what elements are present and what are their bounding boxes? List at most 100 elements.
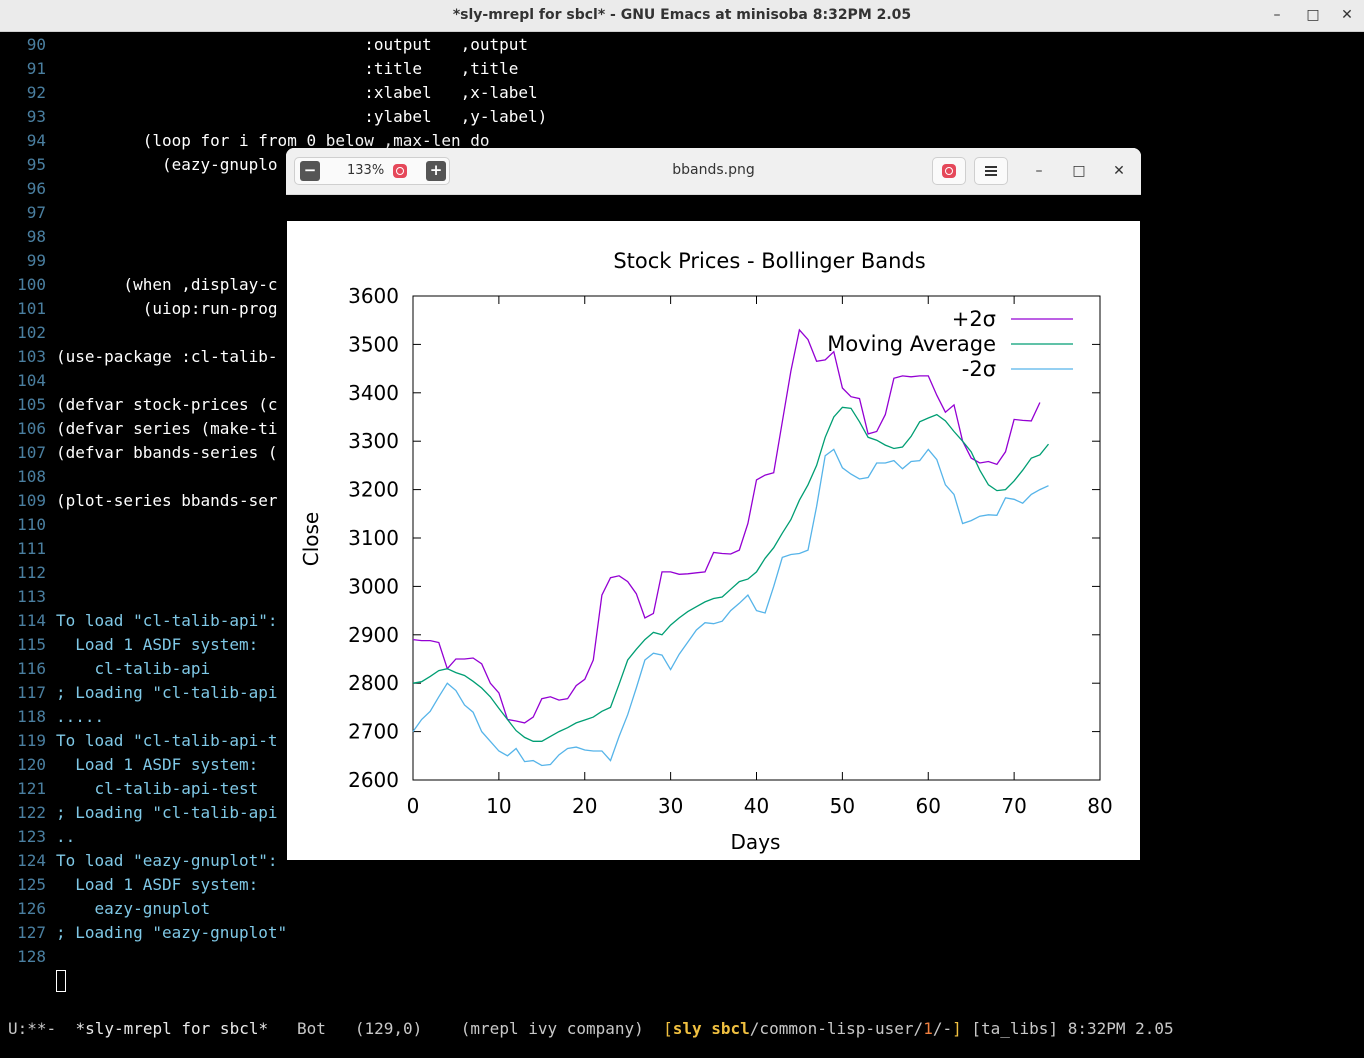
- line-text: cl-talib-api: [56, 659, 211, 678]
- editor-line[interactable]: 110: [0, 513, 1364, 537]
- app-icon: [942, 164, 956, 178]
- plot-frame: [412, 295, 1101, 781]
- line-number: 106: [17, 419, 46, 438]
- line-number: 96: [26, 179, 46, 198]
- viewer-close-button[interactable]: ✕: [1113, 163, 1125, 179]
- editor-line[interactable]: 97: [0, 201, 1364, 225]
- mode-line-time: 8:32PM 2.05: [1067, 1019, 1174, 1038]
- legend-label: -2σ: [962, 357, 996, 381]
- plot-image: 2600 2700 2800 2900 3000 3100 3200 3300 3400 3500…: [287, 221, 1140, 860]
- editor-line[interactable]: 90 :output ,output: [0, 33, 1364, 57]
- line-number: 104: [17, 371, 46, 390]
- editor-line[interactable]: 118.....: [0, 705, 1364, 729]
- y-tick-label: 3500: [348, 332, 399, 356]
- legend-label: +2σ: [952, 307, 996, 331]
- line-number: 114: [17, 611, 46, 630]
- y-tick-label: 2700: [348, 720, 399, 744]
- editor-line[interactable]: 107 (defvar bbands-series (: [0, 441, 1364, 465]
- y-tick-label: 3400: [348, 381, 399, 405]
- line-number: 92: [26, 83, 46, 102]
- editor-line[interactable]: 96: [0, 177, 1364, 201]
- line-number: 107: [17, 443, 46, 462]
- line-text: cl-talib-api-test: [56, 779, 259, 798]
- screenshot-button[interactable]: [932, 157, 966, 185]
- x-tick-label: 0: [407, 794, 420, 818]
- editor-line[interactable]: 91 :title ,title: [0, 57, 1364, 81]
- editor-line[interactable]: 125 Load 1 ASDF system:: [0, 873, 1364, 897]
- editor-line[interactable]: 113: [0, 585, 1364, 609]
- line-text: ; Loading "cl-talib-api: [56, 683, 278, 702]
- line-number: 122: [17, 803, 46, 822]
- line-number: 105: [17, 395, 46, 414]
- editor-line[interactable]: 111: [0, 537, 1364, 561]
- line-number: 119: [17, 731, 46, 750]
- editor-line[interactable]: 104: [0, 369, 1364, 393]
- x-tick-label: 60: [916, 794, 941, 818]
- editor-line[interactable]: 93 :ylabel ,y-label): [0, 105, 1364, 129]
- editor-line[interactable]: 100 (when ,display-c: [0, 273, 1364, 297]
- line-number: 95: [26, 155, 46, 174]
- editor-line[interactable]: 106 (defvar series (make-ti: [0, 417, 1364, 441]
- editor-line[interactable]: 105 (defvar stock-prices (c: [0, 393, 1364, 417]
- line-number: 111: [17, 539, 46, 558]
- minor-modes[interactable]: (mrepl ivy company): [460, 1019, 644, 1038]
- x-tick-label: 30: [658, 794, 683, 818]
- connection-num: 1: [923, 1019, 933, 1038]
- editor-line[interactable]: 116 cl-talib-api: [0, 657, 1364, 681]
- editor-line[interactable]: 114 To load "cl-talib-api":: [0, 609, 1364, 633]
- line-number: 108: [17, 467, 46, 486]
- editor-line[interactable]: 102: [0, 321, 1364, 345]
- editor-line[interactable]: 98: [0, 225, 1364, 249]
- editor-line[interactable]: 117 ; Loading "cl-talib-api: [0, 681, 1364, 705]
- editor-line[interactable]: 95 (eazy-gnuplo: [0, 153, 1364, 177]
- editor-line[interactable]: 119 To load "cl-talib-api-t: [0, 729, 1364, 753]
- y-tick-label: 2800: [348, 671, 399, 695]
- emacs-titlebar: *sly-mrepl for sbcl* - GNU Emacs at mini…: [0, 0, 1364, 32]
- zoom-in-button[interactable]: +: [426, 161, 446, 181]
- y-tick-label: 2900: [348, 623, 399, 647]
- line-number: 100: [17, 275, 46, 294]
- editor-line[interactable]: 127 ; Loading "eazy-gnuplot": [0, 921, 1364, 945]
- editor-line[interactable]: 121 cl-talib-api-test: [0, 777, 1364, 801]
- editor-line[interactable]: 120 Load 1 ASDF system:: [0, 753, 1364, 777]
- viewer-minimize-button[interactable]: –: [1035, 163, 1043, 179]
- editor-line[interactable]: 123..: [0, 825, 1364, 849]
- x-tick-label: 10: [486, 794, 511, 818]
- close-button[interactable]: ✕: [1341, 7, 1353, 23]
- zoom-out-button[interactable]: −: [300, 161, 320, 181]
- zoom-reset-icon[interactable]: [393, 164, 407, 178]
- editor-line[interactable]: 126 eazy-gnuplot: [0, 897, 1364, 921]
- maximize-button[interactable]: □: [1306, 7, 1320, 23]
- y-tick-label: 3200: [348, 478, 399, 502]
- editor-line[interactable]: 94 (loop for i from 0 below ,max-len do: [0, 129, 1364, 153]
- editor-line[interactable]: 122 ; Loading "cl-talib-api: [0, 801, 1364, 825]
- minimize-button[interactable]: –: [1273, 7, 1281, 23]
- line-number: 128: [17, 947, 46, 966]
- editor-line[interactable]: 92 :xlabel ,x-label: [0, 81, 1364, 105]
- zoom-control: − 133% +: [294, 157, 450, 185]
- buffer-position: Bot: [297, 1019, 326, 1038]
- image-viewer-window: − 133% + bbands.png – □ ✕ 2600 2700 2800 29…: [286, 148, 1141, 860]
- editor-line[interactable]: 124 To load "eazy-gnuplot":: [0, 849, 1364, 873]
- editor-line[interactable]: 108: [0, 465, 1364, 489]
- series-line-1: [412, 406, 1050, 742]
- editor-line[interactable]: 101 (uiop:run-prog: [0, 297, 1364, 321]
- editor-line[interactable]: 112: [0, 561, 1364, 585]
- zoom-level[interactable]: 133%: [347, 163, 385, 178]
- line-text: ; Loading "eazy-gnuplot": [56, 923, 288, 942]
- line-text: (use-package :cl-talib-: [56, 347, 278, 366]
- line-number: 94: [26, 131, 46, 150]
- editor-line[interactable]: 109 (plot-series bbands-ser: [0, 489, 1364, 513]
- buffer-state: U:**-: [8, 1019, 57, 1038]
- buffer-name[interactable]: *sly-mrepl for sbcl*: [75, 1019, 269, 1038]
- editor-line[interactable]: 99: [0, 249, 1364, 273]
- editor-line[interactable]: 128: [0, 945, 1364, 969]
- viewer-maximize-button[interactable]: □: [1072, 163, 1086, 179]
- line-text: :xlabel ,x-label: [56, 83, 538, 102]
- line-text: To load "cl-talib-api":: [56, 611, 278, 630]
- editor-line[interactable]: 115 Load 1 ASDF system:: [0, 633, 1364, 657]
- editor-line[interactable]: 103 (use-package :cl-talib-: [0, 345, 1364, 369]
- y-tick-label: 3100: [348, 526, 399, 550]
- menu-button[interactable]: [974, 157, 1008, 185]
- y-tick-label: 3300: [348, 429, 399, 453]
